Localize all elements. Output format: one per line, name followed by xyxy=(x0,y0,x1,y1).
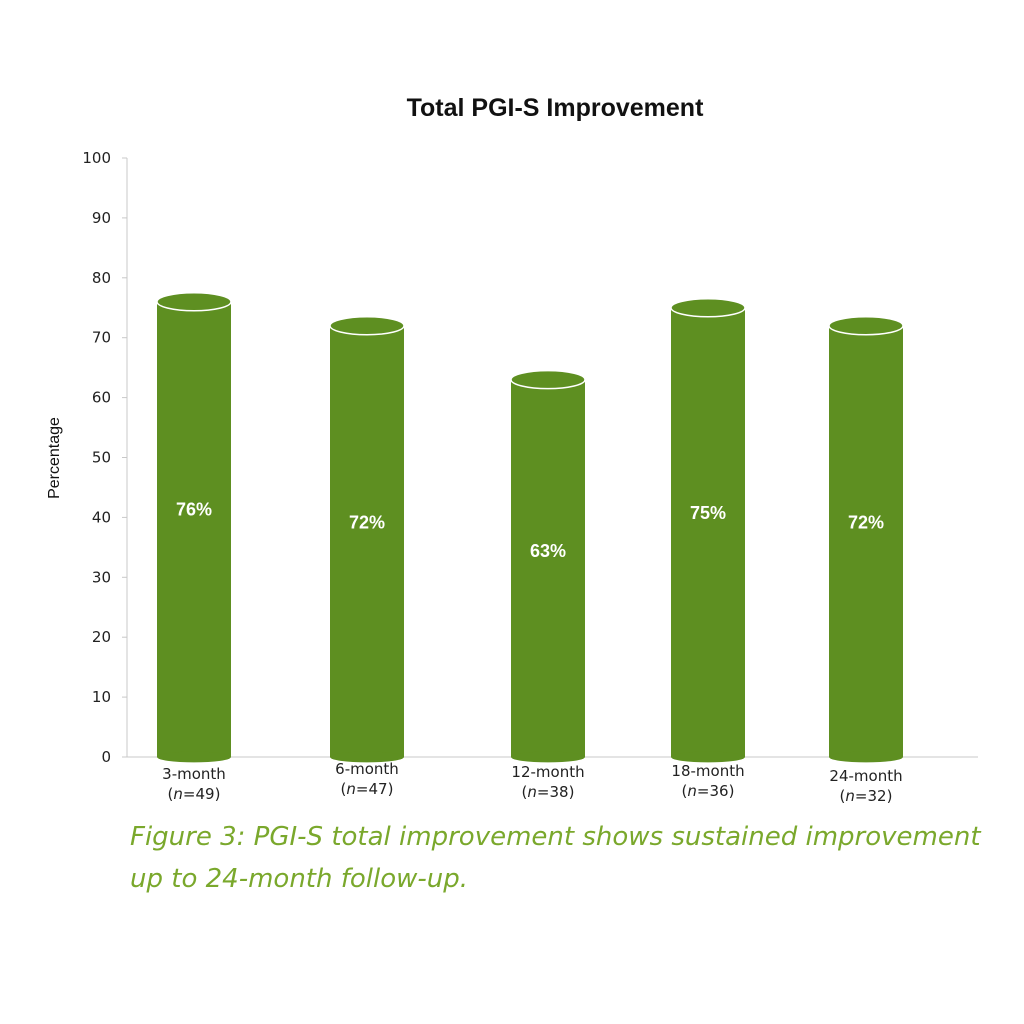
y-tick-label: 0 xyxy=(101,748,111,766)
y-tick-label: 70 xyxy=(92,329,111,347)
y-tick-label: 100 xyxy=(82,149,111,167)
sample-size-label: (n=38) xyxy=(522,783,575,801)
x-tick-label: 6-month xyxy=(335,760,399,778)
bar-body xyxy=(511,379,585,757)
bar-value-label: 76% xyxy=(176,500,212,520)
bar-value-label: 72% xyxy=(848,512,884,532)
y-tick-label: 20 xyxy=(92,628,111,646)
y-tick-label: 80 xyxy=(92,269,111,287)
sample-size-label: (n=47) xyxy=(341,780,394,798)
y-tick-label: 30 xyxy=(92,568,111,586)
bar-cap xyxy=(670,298,746,318)
y-tick-label: 60 xyxy=(92,389,111,407)
bars: 76% 72% 63% 75% 72% xyxy=(156,292,904,763)
bar-body xyxy=(671,307,745,757)
x-tick-label: 18-month xyxy=(671,762,744,780)
bar-base xyxy=(511,751,585,763)
bar-cap xyxy=(510,369,586,390)
x-tick-label: 3-month xyxy=(162,765,226,783)
bar-cap xyxy=(329,315,405,336)
bar-value-label: 75% xyxy=(690,503,726,523)
x-tick-label: 12-month xyxy=(511,763,584,781)
y-tick-label: 50 xyxy=(92,449,111,467)
bar-body xyxy=(330,325,404,757)
sample-size-label: (n=49) xyxy=(168,785,221,803)
bar-base xyxy=(671,751,745,763)
x-tick-label: 24-month xyxy=(829,767,902,785)
bar-body xyxy=(157,301,231,757)
bar-base xyxy=(330,751,404,763)
y-tick-label: 40 xyxy=(92,508,111,526)
bar-base xyxy=(157,751,231,763)
bar: 72% xyxy=(828,315,904,763)
y-axis-title: Percentage xyxy=(46,417,63,499)
sample-size-label: (n=32) xyxy=(840,787,893,805)
bar: 72% xyxy=(329,315,405,763)
sample-size-label: (n=36) xyxy=(682,782,735,800)
bar-cap xyxy=(156,292,232,312)
bar-value-label: 63% xyxy=(530,541,566,561)
bar: 75% xyxy=(670,298,746,763)
bar-base xyxy=(829,751,903,763)
bar-cap xyxy=(828,315,904,336)
figure-caption: Figure 3: PGI-S total improvement shows … xyxy=(130,822,981,894)
y-tick-label: 90 xyxy=(92,209,111,227)
chart-title: Total PGI-S Improvement xyxy=(407,94,704,122)
y-tick-label: 10 xyxy=(92,688,111,706)
category-labels: 3-month (n=49) 6-month (n=47) 12-month (n=38)… xyxy=(162,760,902,805)
bar-body xyxy=(829,325,903,757)
bar: 63% xyxy=(510,369,586,763)
bar-value-label: 72% xyxy=(349,512,385,532)
bar: 76% xyxy=(156,292,232,763)
